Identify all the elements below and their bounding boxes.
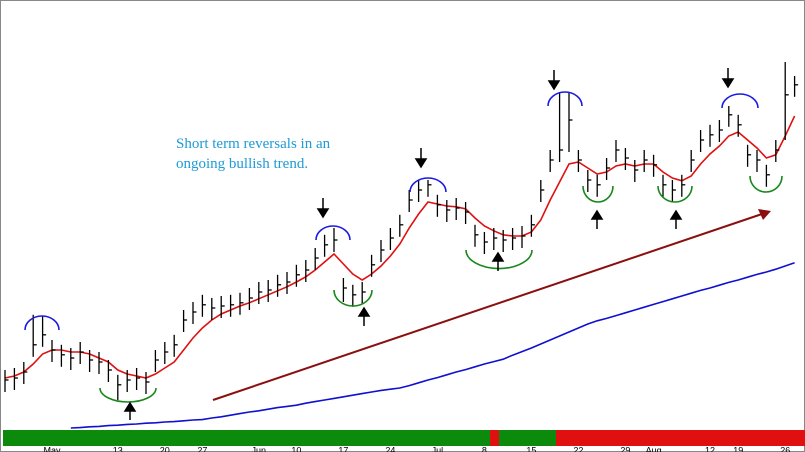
arrows (123, 68, 735, 420)
bottom-arc (333, 289, 373, 307)
band-red (490, 430, 499, 446)
x-tick-label: 20 (160, 445, 170, 452)
x-tick-label: Jun (252, 445, 267, 452)
x-tick-label: 22 (573, 445, 583, 452)
up-arrow-head (123, 401, 137, 412)
top-arc (547, 91, 583, 107)
x-tick-label: 24 (385, 445, 395, 452)
top-arcs (24, 91, 759, 331)
trend-arrow-head (758, 209, 771, 220)
plot (4, 62, 799, 429)
bottom-arc (749, 175, 783, 193)
x-tick-label: 29 (620, 445, 630, 452)
down-arrow-head (547, 80, 561, 91)
bottom-arc (657, 185, 693, 203)
annotation: Short term reversals in an (176, 136, 331, 152)
down-arrow-head (414, 158, 428, 169)
x-tick-label: 17 (338, 445, 348, 452)
bottom-arc (582, 185, 614, 203)
bottom-arc (99, 387, 157, 403)
band-red (556, 430, 805, 446)
band-green (499, 430, 556, 446)
down-arrow-head (721, 78, 735, 89)
up-arrow-head (590, 209, 604, 220)
annotation: ongoing bullish trend. (176, 156, 308, 172)
top-arc (409, 177, 447, 193)
x-tick-label: 27 (197, 445, 207, 452)
trend-arrow (212, 213, 763, 401)
x-tick-label: 19 (733, 445, 743, 452)
x-tick-label: 13 (113, 445, 123, 452)
x-tick-label: 10 (291, 445, 301, 452)
x-tick-label: Aug (646, 445, 662, 452)
x-tick-label: 8 (482, 445, 487, 452)
x-tick-label: 15 (526, 445, 536, 452)
x-tick-label: 12 (705, 445, 715, 452)
x-tick-label: 26 (780, 445, 790, 452)
up-arrow-head (357, 306, 371, 317)
x-tick-label: Jul (432, 445, 444, 452)
x-tick-label: May (43, 445, 61, 452)
bottom-arcs (99, 175, 783, 403)
band-green (3, 430, 490, 446)
up-arrow-head (669, 209, 683, 220)
top-arc (24, 315, 60, 331)
ma-line (70, 262, 795, 429)
top-arc (315, 225, 351, 241)
signal-band (3, 430, 805, 446)
bottom-arc (465, 249, 533, 270)
top-arc (721, 93, 759, 109)
down-arrow-head (316, 208, 330, 219)
up-arrow-head (491, 251, 505, 262)
